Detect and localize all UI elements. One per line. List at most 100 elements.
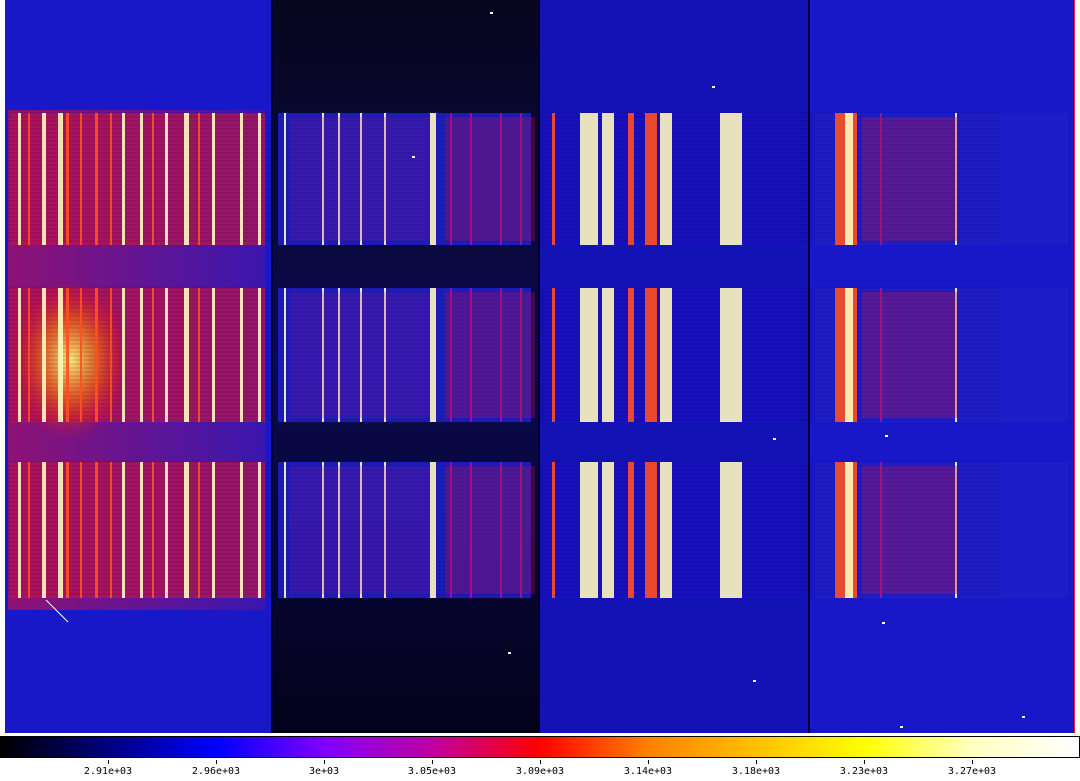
colorbar-tick-label: 2.96e+03 <box>191 766 241 777</box>
diffuse-emission <box>445 466 535 594</box>
emission-line <box>165 113 168 245</box>
colorbar-tick-label: 3.18e+03 <box>731 766 781 777</box>
emission-line <box>552 113 555 245</box>
colorbar-tickmark <box>108 760 109 764</box>
emission-line <box>628 288 634 422</box>
colorbar-tick-label: 3.23e+03 <box>839 766 889 777</box>
emission-line <box>450 462 452 598</box>
colorbar-tickmark <box>324 760 325 764</box>
cosmic-ray <box>508 652 511 654</box>
cosmic-ray <box>412 156 415 158</box>
colorbar-tickmark <box>432 760 433 764</box>
emission-line <box>198 462 200 598</box>
emission-line <box>212 462 215 598</box>
emission-line <box>212 288 215 422</box>
detector-image-svg <box>5 0 1075 733</box>
emission-line <box>338 462 340 598</box>
emission-line <box>18 113 21 245</box>
diffuse-emission <box>290 292 430 418</box>
emission-line <box>18 462 21 598</box>
emission-line <box>140 288 143 422</box>
emission-line <box>184 288 189 422</box>
emission-line <box>360 462 362 598</box>
emission-line <box>845 288 853 422</box>
emission-line <box>198 288 200 422</box>
emission-line <box>500 288 502 422</box>
emission-line <box>110 288 112 422</box>
colorbar-tickmark <box>540 760 541 764</box>
spectral-band <box>815 113 1068 245</box>
emission-line <box>430 462 436 598</box>
panel-gap <box>271 0 273 733</box>
emission-line <box>720 288 742 422</box>
cosmic-ray <box>773 438 776 440</box>
cosmic-ray <box>1022 716 1025 718</box>
emission-line <box>28 288 30 422</box>
emission-line <box>580 113 598 245</box>
emission-line <box>470 462 472 598</box>
emission-line <box>628 462 634 598</box>
emission-line <box>80 113 82 245</box>
emission-line <box>18 288 21 422</box>
emission-line <box>450 288 452 422</box>
colorbar-tickmark <box>216 760 217 764</box>
emission-line <box>240 288 243 422</box>
emission-line <box>42 288 46 422</box>
image-content <box>5 0 1075 733</box>
emission-line <box>58 113 63 245</box>
emission-line <box>360 113 362 245</box>
emission-line <box>152 113 154 245</box>
emission-line <box>42 462 46 598</box>
emission-line <box>80 288 82 422</box>
colorbar-tick-label: 3e+03 <box>308 766 340 777</box>
emission-line <box>165 462 168 598</box>
cosmic-ray <box>490 12 493 14</box>
colorbar <box>0 736 1080 758</box>
emission-line <box>58 462 63 598</box>
emission-line <box>645 462 657 598</box>
emission-line <box>602 462 614 598</box>
emission-line <box>184 462 189 598</box>
emission-line <box>122 113 125 245</box>
spectral-band <box>815 288 1068 422</box>
emission-line <box>660 113 672 245</box>
emission-line <box>602 113 614 245</box>
emission-line <box>628 113 634 245</box>
emission-line <box>338 113 340 245</box>
emission-line <box>880 462 882 598</box>
emission-line <box>500 462 502 598</box>
emission-line <box>955 462 957 598</box>
emission-line <box>42 113 46 245</box>
spectral-band <box>278 113 531 245</box>
emission-line <box>58 288 63 422</box>
emission-line <box>284 462 286 598</box>
emission-line <box>880 288 882 422</box>
emission-line <box>258 113 261 245</box>
emission-line <box>322 113 324 245</box>
emission-line <box>470 288 472 422</box>
spectral-band <box>815 462 1068 598</box>
emission-line <box>152 462 154 598</box>
emission-line <box>140 113 143 245</box>
emission-line <box>500 113 502 245</box>
hot-spot-glow <box>10 280 130 440</box>
emission-line <box>122 288 125 422</box>
emission-line <box>470 113 472 245</box>
cosmic-ray <box>712 86 715 88</box>
emission-line <box>184 113 189 245</box>
emission-line <box>338 288 340 422</box>
emission-line <box>845 113 853 245</box>
image-edge <box>1074 0 1075 733</box>
emission-line <box>240 462 243 598</box>
emission-line <box>720 462 742 598</box>
colorbar-tickmark <box>756 760 757 764</box>
emission-line <box>165 288 168 422</box>
emission-line <box>198 113 200 245</box>
emission-line <box>66 462 69 598</box>
emission-line <box>66 113 69 245</box>
emission-line <box>66 288 69 422</box>
emission-line <box>322 462 324 598</box>
emission-line <box>880 113 882 245</box>
emission-line <box>284 113 286 245</box>
emission-line <box>240 113 243 245</box>
